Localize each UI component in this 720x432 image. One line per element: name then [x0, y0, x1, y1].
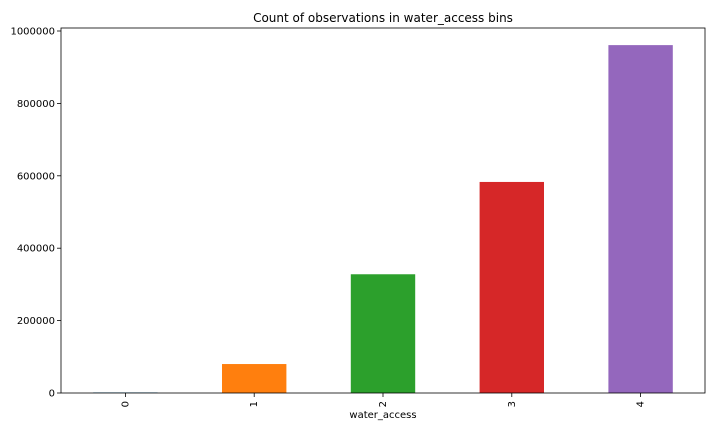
x-tick-label-3: 3 [507, 401, 518, 407]
y-tick-label-1: 200000 [17, 316, 55, 327]
x-tick-label-1: 1 [249, 401, 260, 407]
chart-title: Count of observations in water_access bi… [253, 11, 513, 25]
plot-frame [60, 27, 706, 394]
plot-area: 0 1 2 3 4 0 200000 400000 600000 800000 1000000 [10, 27, 706, 407]
bar-1 [222, 364, 287, 393]
y-tick-label-2: 400000 [17, 244, 55, 255]
y-tick-label-4: 800000 [17, 99, 55, 110]
y-tick-label-5: 1000000 [10, 27, 55, 38]
x-axis-label: water_access [349, 410, 416, 421]
x-tick-label-0: 0 [120, 401, 131, 407]
y-tick-label-0: 0 [49, 389, 55, 400]
bar-4 [608, 45, 673, 393]
bar-3 [479, 181, 544, 393]
y-tick-label-3: 600000 [17, 171, 55, 182]
bar-2 [350, 274, 416, 393]
x-tick-label-2: 2 [378, 401, 389, 407]
x-tick-label-4: 4 [636, 401, 647, 407]
